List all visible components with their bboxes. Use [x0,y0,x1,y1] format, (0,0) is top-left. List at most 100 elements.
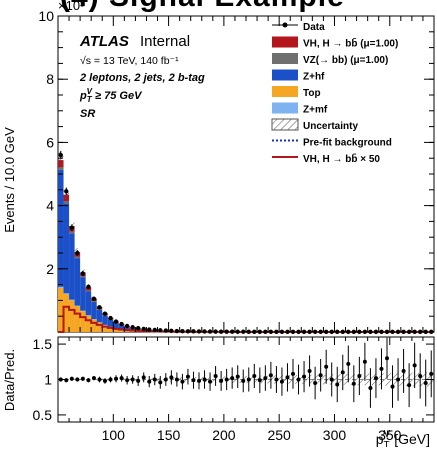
x-tick-label: 150 [157,427,181,443]
ratio-point [120,376,124,380]
data-point [424,330,428,334]
data-point [230,330,234,334]
ratio-point [86,378,90,382]
ratio-point [418,374,422,378]
data-point [318,330,322,334]
data-point [407,330,411,334]
x-tick-label: 250 [267,427,291,443]
x-tick-label: 300 [323,427,347,443]
ratio-y-tick-label: 1 [44,372,52,388]
data-point [390,330,394,334]
ratio-point [64,378,68,382]
y-tick-label: 6 [46,134,54,150]
data-point [224,329,228,333]
data-point [197,329,201,333]
legend-swatch [272,53,298,64]
ratio-point [97,378,101,382]
data-point [125,324,129,328]
data-point [92,297,96,301]
ratio-point [208,380,212,384]
data-point [191,329,195,333]
bar-segment-vz-bb-1-00- [91,301,97,302]
bar-segment-z-mf [75,306,81,307]
ratio-point [241,379,245,383]
data-point [307,330,311,334]
data-point [330,330,334,334]
data-point [324,330,328,334]
ratio-point [374,376,378,380]
ratio-point [308,369,312,373]
ratio-point [81,377,85,381]
ratio-point [324,365,328,369]
data-point [202,329,206,333]
legend-label: Uncertainty [303,121,358,132]
ratio-y-tick-label: 1.5 [33,336,53,352]
ratio-point [346,362,350,366]
y-tick-label: 8 [46,71,54,87]
data-point [164,328,168,332]
ratio-point [92,376,96,380]
data-point [335,330,339,334]
ratio-point [302,375,306,379]
ratio-point [341,370,345,374]
data-point [136,326,140,330]
data-point [302,330,306,334]
data-point [368,330,372,334]
ratio-point [413,363,417,367]
data-point [142,327,146,331]
ratio-point [258,378,262,382]
data-point [81,271,85,275]
bar-segment-vz-bb-1-00- [69,231,75,233]
bar-segment-vz-bb-1-00- [86,290,92,291]
ratio-point [319,373,323,377]
ratio-point [70,377,74,381]
ratio-point [429,372,433,376]
ratio-point [147,380,151,384]
data-point [313,330,317,334]
ratio-group [58,338,434,408]
ratio-point [175,378,179,382]
ratio-point [169,375,173,379]
ratio-point [153,378,157,382]
data-point [86,285,90,289]
legend-label: VZ(→ bb) (μ=1.00) [303,55,388,66]
ratio-point [252,374,256,378]
ratio-point [219,379,223,383]
ratio-point [214,374,218,378]
data-point [379,330,383,334]
data-point [64,189,68,193]
bar-segment-z-hf [91,302,97,319]
ratio-point [330,378,334,382]
legend-hatch-swatch [272,119,298,130]
data-point [296,330,300,334]
data-point [291,330,295,334]
x-tick-label: 100 [102,427,126,443]
ratio-point [230,376,234,380]
ratio-point [285,375,289,379]
cropped-title-text: (4) Signal Example [60,0,437,12]
data-point [97,305,101,309]
y-tick-label: 2 [46,261,54,277]
data-point [108,316,112,320]
legend-swatch [272,37,298,48]
data-point [147,327,151,331]
legend-data-marker [283,23,288,28]
data-point [130,325,134,329]
ratio-point [180,380,184,384]
data-point [429,330,433,334]
bar-segment-z-mf [64,293,70,294]
data-point [236,330,240,334]
ratio-point [203,378,207,382]
ratio-point [352,382,356,386]
bar-segment-z-hf [69,233,75,299]
selection-label-1: 2 leptons, 2 jets, 2 b-tag [79,72,205,84]
data-point [208,329,212,333]
data-point [357,330,361,334]
legend-label: Pre-fit background [303,138,392,149]
ratio-point [407,383,411,387]
data-point [153,328,157,332]
legend-label: VH, H → bb̄ × 50 [303,153,380,165]
data-point [241,330,245,334]
data-point [70,226,74,230]
